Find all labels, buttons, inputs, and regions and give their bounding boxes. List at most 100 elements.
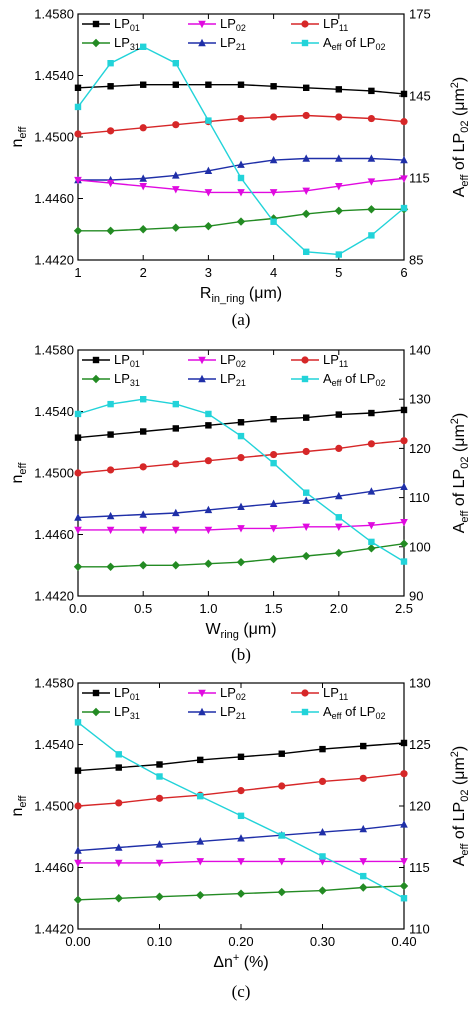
y-right-tick-label: 100 — [409, 539, 431, 554]
data-point — [400, 858, 408, 866]
data-point — [107, 127, 115, 135]
legend-label-sub: 31 — [130, 711, 140, 721]
y-right-axis-label-main: A — [451, 522, 468, 533]
legend-marker — [301, 375, 309, 383]
data-point — [400, 519, 408, 527]
data-point — [359, 883, 368, 892]
data-point — [205, 81, 212, 88]
legend-item: Aeff of LP02 — [291, 35, 386, 52]
y-right-axis-label-mid: of LP — [451, 802, 468, 844]
data-point — [74, 410, 82, 418]
legend-label-sub: eff — [332, 42, 342, 52]
data-point — [172, 81, 179, 88]
data-point — [139, 124, 147, 132]
data-point — [302, 496, 310, 504]
legend-label: Aeff of LP02 — [323, 704, 386, 721]
x-tick-label: 0.0 — [69, 601, 87, 616]
x-tick-label: 0.30 — [310, 934, 335, 949]
y-right-tick-label: 130 — [409, 676, 431, 691]
data-point — [359, 774, 367, 782]
series-lp02 — [74, 175, 408, 197]
data-point — [277, 858, 286, 866]
x-axis-label-main: R — [200, 285, 212, 302]
y-right-axis-label-end: ) — [451, 413, 468, 418]
x-tick-label: 1 — [74, 265, 81, 280]
y-right-axis-label-unit: (μm — [451, 757, 468, 789]
legend-label: LP11 — [323, 16, 348, 33]
data-point — [114, 859, 123, 868]
legend-label: Aeff of LP02 — [323, 35, 386, 52]
y-right-axis-label-unit: (μm — [451, 424, 468, 456]
legend-label-sub: 21 — [236, 42, 246, 52]
legend-item: LP11 — [291, 352, 348, 369]
data-point — [302, 447, 310, 456]
data-point — [74, 526, 82, 535]
x-tick-label: 2.5 — [395, 601, 413, 616]
legend-label-sub: 01 — [130, 359, 140, 369]
legend-label-sub2: 02 — [375, 42, 385, 52]
legend-label-sub: 21 — [236, 711, 246, 721]
data-point — [205, 410, 212, 418]
data-point — [140, 81, 147, 88]
y-right-axis-label: Aeff of LP02 (μm2) — [449, 746, 471, 867]
series-lp31 — [73, 539, 409, 571]
legend-label: LP01 — [114, 16, 140, 33]
legend-item: LP02 — [188, 685, 246, 702]
data-point — [399, 539, 409, 548]
y-right-axis-label-sub2: 02 — [459, 121, 471, 133]
data-point — [400, 175, 408, 183]
y-right-tick-label: 110 — [409, 922, 430, 937]
legend-label-sub: 31 — [130, 42, 140, 52]
legend-label: LP31 — [114, 371, 140, 388]
data-point — [204, 457, 212, 465]
x-tick-label: 5 — [335, 265, 342, 280]
y-left-axis-label-main: n — [9, 808, 26, 817]
legend-item: Aeff of LP02 — [291, 371, 386, 388]
legend-label-sub: 02 — [236, 359, 246, 369]
chart-panel-c: 0.00 0.10 0.20 0.30 0.40 1.4420 1.4460 1.4500 1.… — [9, 676, 471, 1002]
y-right-axis-label-mid: of LP — [451, 469, 468, 511]
y-right-axis-label-sub2: 02 — [459, 457, 471, 469]
y-left-axis-label-sub: eff — [17, 126, 29, 139]
data-point — [139, 225, 148, 234]
panel-caption: (a) — [232, 310, 251, 329]
y-right-axis-label-sub: eff — [459, 174, 471, 187]
data-point — [237, 812, 245, 820]
x-axis-label: Wring (μm) — [205, 621, 276, 641]
data-point — [196, 858, 205, 866]
data-point — [139, 183, 147, 191]
data-point — [367, 440, 375, 448]
data-point — [400, 204, 408, 212]
data-point — [204, 559, 213, 568]
legend-label: LP01 — [114, 352, 140, 369]
data-point — [303, 84, 310, 91]
data-point — [73, 562, 83, 571]
data-point — [74, 469, 82, 477]
x-axis-label-main: W — [205, 621, 221, 638]
data-point — [270, 113, 278, 121]
data-point — [155, 859, 164, 868]
y-left-axis-label: neff — [9, 462, 29, 484]
y-right-tick-label: 115 — [409, 171, 430, 186]
y-right-tick-label: 145 — [409, 89, 431, 104]
panel-caption: (b) — [231, 645, 251, 664]
legend-label-sub: 21 — [236, 378, 246, 388]
data-point — [237, 454, 245, 462]
legend-label: LP31 — [114, 35, 140, 52]
data-point — [171, 223, 180, 232]
legend-label-sub2: 02 — [375, 711, 385, 721]
data-point — [277, 887, 286, 897]
data-point — [269, 155, 278, 164]
y-left-tick-label: 1.4540 — [34, 404, 74, 419]
data-point — [140, 396, 147, 403]
data-point — [237, 419, 245, 426]
data-point — [74, 84, 82, 91]
y-right-axis-label-main: A — [451, 186, 468, 197]
data-point — [368, 409, 375, 417]
series-lp31 — [73, 881, 409, 904]
legend-marker — [198, 20, 206, 29]
data-point — [237, 525, 245, 533]
data-point — [278, 782, 286, 790]
data-point — [302, 523, 310, 532]
data-point — [74, 859, 82, 868]
